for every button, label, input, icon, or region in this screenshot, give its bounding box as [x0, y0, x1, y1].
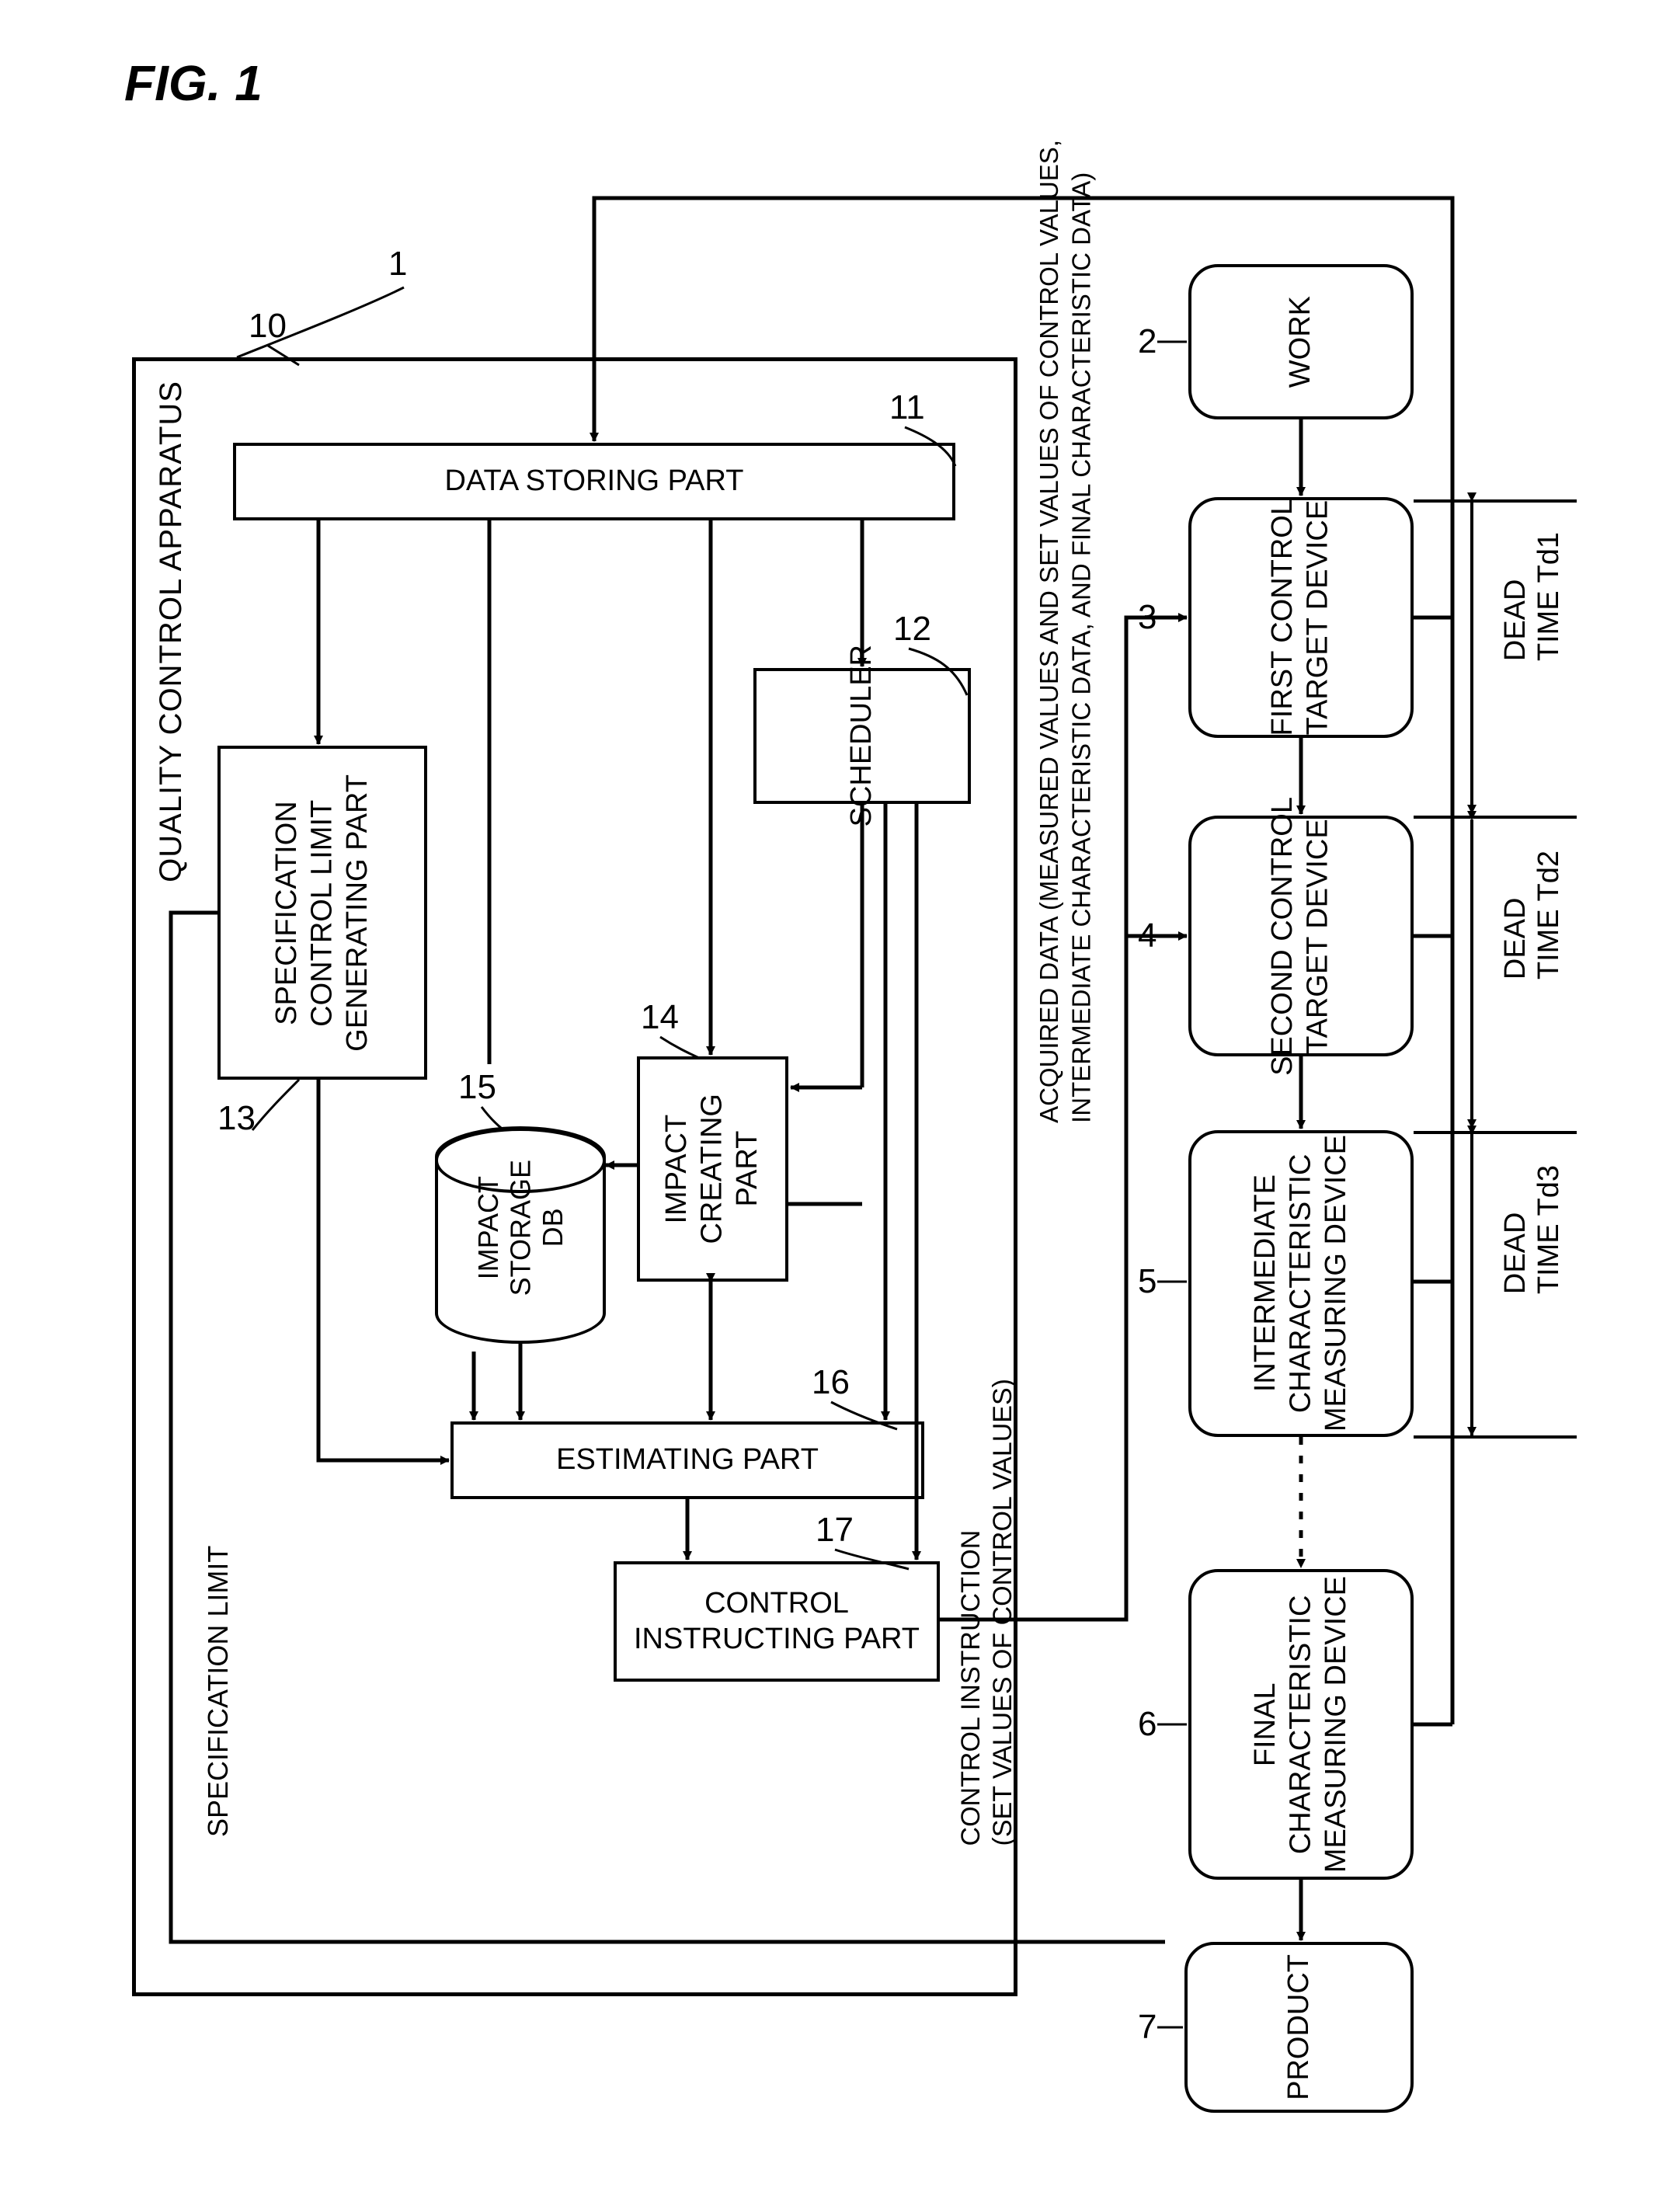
impact-db-label: IMPACT STORAGE DB	[472, 1160, 569, 1310]
figure-title: FIG. 1	[124, 54, 263, 112]
connectors-svg	[101, 155, 1577, 2136]
diagram-container: QUALITY CONTROL APPARATUS 1 10 DATA STOR…	[101, 155, 1577, 2097]
